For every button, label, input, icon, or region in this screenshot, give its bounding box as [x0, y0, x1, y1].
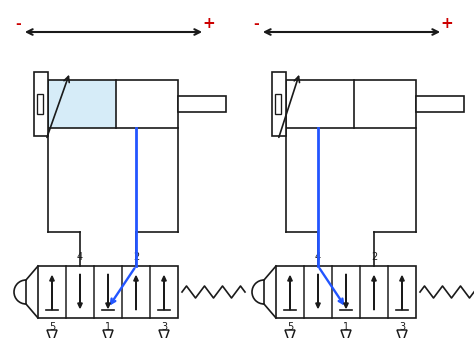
FancyArrow shape — [134, 276, 138, 310]
Bar — [286, 80, 416, 128]
Wedge shape — [14, 280, 26, 304]
Polygon shape — [47, 330, 57, 338]
FancyArrow shape — [78, 274, 82, 308]
Bar — [48, 80, 116, 128]
Bar — [37, 94, 43, 114]
Bar — [272, 72, 286, 137]
Wedge shape — [252, 280, 264, 304]
Bar — [48, 80, 178, 128]
Bar — [34, 72, 48, 137]
Text: 3: 3 — [399, 322, 405, 332]
Text: 2: 2 — [133, 252, 139, 262]
Polygon shape — [103, 330, 113, 338]
Polygon shape — [341, 330, 351, 338]
FancyArrow shape — [372, 276, 376, 310]
Text: 5: 5 — [49, 322, 55, 332]
Text: 3: 3 — [161, 322, 167, 332]
FancyArrow shape — [288, 276, 292, 310]
FancyArrow shape — [400, 276, 404, 310]
Text: 4: 4 — [315, 252, 321, 262]
Bar — [178, 96, 226, 112]
Text: 5: 5 — [287, 322, 293, 332]
Text: +: + — [202, 17, 215, 31]
Text: 2: 2 — [371, 252, 377, 262]
Text: 1: 1 — [343, 322, 349, 332]
FancyArrow shape — [316, 274, 320, 308]
Polygon shape — [285, 330, 295, 338]
Polygon shape — [159, 330, 169, 338]
FancyArrow shape — [50, 276, 54, 310]
FancyArrow shape — [344, 274, 348, 308]
Bar — [276, 266, 416, 318]
Bar — [416, 96, 464, 112]
Text: 4: 4 — [77, 252, 83, 262]
FancyArrow shape — [162, 276, 166, 310]
FancyArrow shape — [106, 274, 110, 308]
Text: -: - — [15, 17, 21, 31]
Text: +: + — [441, 17, 453, 31]
Polygon shape — [397, 330, 407, 338]
Bar — [275, 94, 281, 114]
Text: 1: 1 — [105, 322, 111, 332]
Bar — [38, 266, 178, 318]
Text: -: - — [253, 17, 259, 31]
